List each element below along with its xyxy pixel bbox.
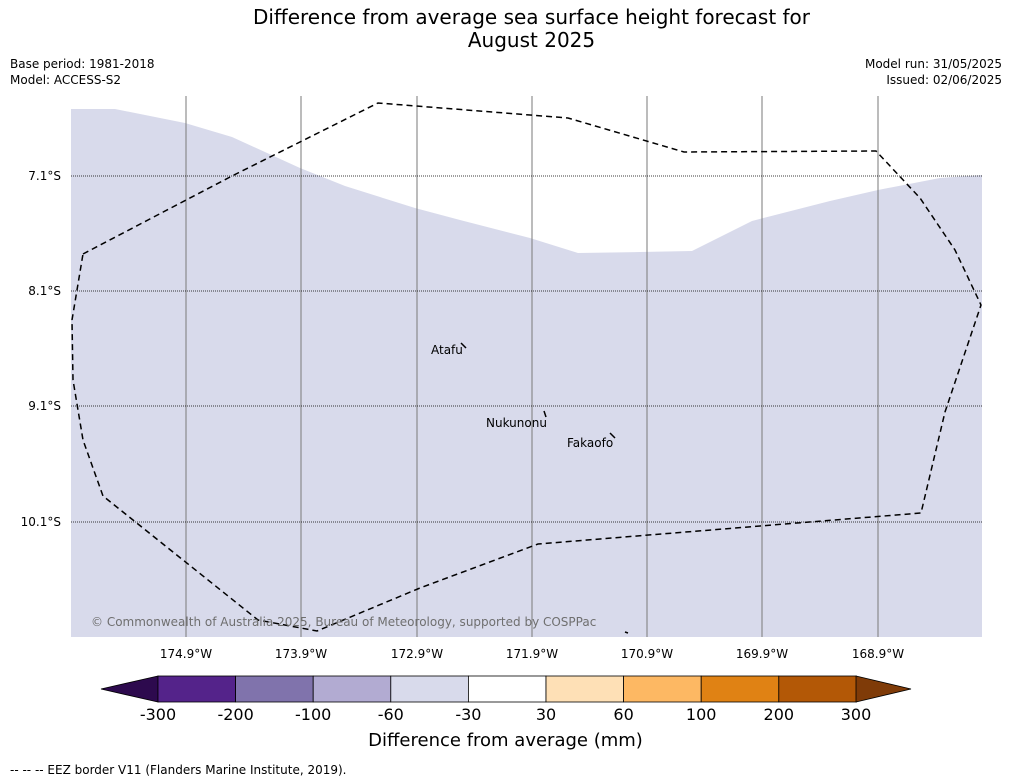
lat-label: 7.1°S (28, 169, 61, 183)
colorbar-segment (157, 675, 236, 703)
base-period: Base period: 1981-2018 (10, 57, 155, 71)
colorbar-segment (467, 675, 547, 703)
lat-label: 8.1°S (28, 284, 61, 298)
lat-label: 9.1°S (28, 399, 61, 413)
model-run: Model run: 31/05/2025 (864, 57, 1002, 71)
eez-footnote: -- -- -- EEZ border V11 (Flanders Marine… (10, 763, 347, 777)
colorbar-segment (700, 675, 780, 703)
lon-label: 171.9°W (505, 647, 559, 661)
lon-label: 173.9°W (274, 647, 328, 661)
colorbar-tick-label: -30 (455, 705, 482, 724)
meridians (185, 96, 879, 637)
colorbar-tick-label: -200 (217, 705, 254, 724)
colorbar-tick-label: -300 (139, 705, 177, 724)
colorbar-extend-low (100, 675, 159, 703)
small-island (624, 631, 629, 634)
colorbar-tick-label: 300 (840, 705, 872, 724)
eez-border (71, 102, 982, 632)
lat-label: 10.1°S (20, 515, 61, 529)
anomaly-shading (71, 109, 982, 637)
atafu-island (460, 342, 467, 349)
meta-left: Base period: 1981-2018 Model: ACCESS-S2 (10, 56, 155, 88)
issued-date: Issued: 02/06/2025 (886, 73, 1002, 87)
map-title: Difference from average sea surface heig… (0, 6, 1011, 52)
nukunonu-island (543, 410, 547, 418)
colorbar-tick-label: 100 (685, 705, 717, 724)
colorbar-tick-label: -100 (295, 705, 332, 724)
lon-label: 168.9°W (851, 647, 905, 661)
place-label-nukunonu: Nukunonu (486, 416, 547, 430)
colorbar-segment (312, 675, 392, 703)
colorbar-tick-label: 200 (763, 705, 795, 724)
place-label-atafu: Atafu (431, 343, 463, 357)
colorbar-segment (778, 675, 857, 703)
lon-label: 170.9°W (620, 647, 674, 661)
colorbar-extend-high (855, 675, 912, 703)
meta-right: Model run: 31/05/2025 Issued: 02/06/2025 (865, 56, 1002, 88)
model-name: Model: ACCESS-S2 (10, 73, 122, 87)
colorbar-tick-label: 60 (613, 705, 634, 724)
fakaofo-island (609, 432, 616, 439)
colorbar-title: Difference from average (mm) (368, 730, 643, 751)
lon-label: 172.9°W (390, 647, 444, 661)
colorbar-segment (235, 675, 314, 703)
colorbar-tick-label: -60 (377, 705, 404, 724)
lon-label: 174.9°W (159, 647, 213, 661)
colorbar-segment (545, 675, 624, 703)
colorbar (100, 675, 912, 703)
colorbar-segment (623, 675, 702, 703)
colorbar-tick-label: 30 (535, 705, 557, 724)
place-label-fakaofo: Fakaofo (567, 436, 613, 450)
title-line-1: Difference from average sea surface heig… (252, 5, 811, 29)
copyright-notice: © Commonwealth of Australia 2025, Bureau… (91, 615, 596, 629)
lon-label: 169.9°W (735, 647, 789, 661)
colorbar-segment (390, 675, 469, 703)
title-line-2: August 2025 (467, 28, 596, 52)
